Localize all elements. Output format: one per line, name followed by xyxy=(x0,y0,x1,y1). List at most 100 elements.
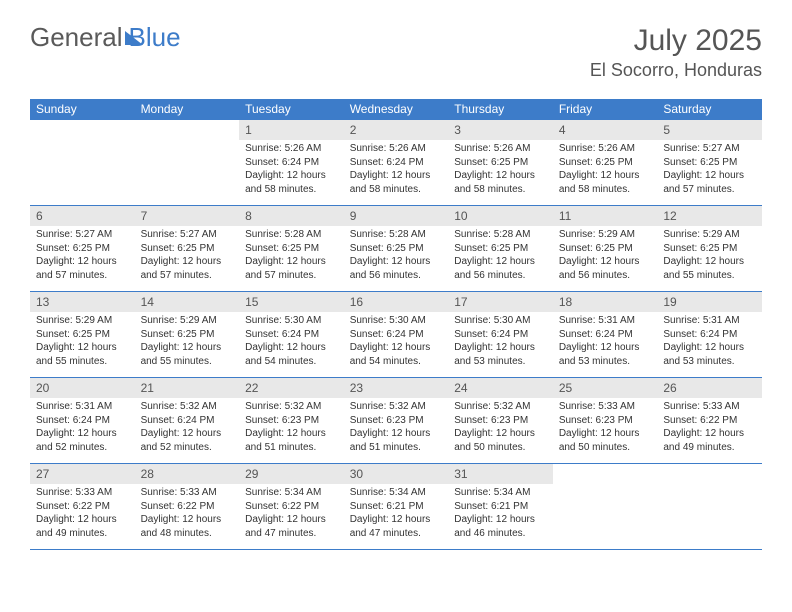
calendar-day-cell: 1Sunrise: 5:26 AMSunset: 6:24 PMDaylight… xyxy=(239,120,344,206)
day-details: Sunrise: 5:29 AMSunset: 6:25 PMDaylight:… xyxy=(553,226,658,286)
day-details: Sunrise: 5:30 AMSunset: 6:24 PMDaylight:… xyxy=(448,312,553,372)
day-number: 23 xyxy=(344,378,449,398)
calendar-day-cell: 16Sunrise: 5:30 AMSunset: 6:24 PMDayligh… xyxy=(344,292,449,378)
day-details: Sunrise: 5:32 AMSunset: 6:23 PMDaylight:… xyxy=(344,398,449,458)
day-number: 3 xyxy=(448,120,553,140)
day-details: Sunrise: 5:28 AMSunset: 6:25 PMDaylight:… xyxy=(448,226,553,286)
day-details: Sunrise: 5:30 AMSunset: 6:24 PMDaylight:… xyxy=(344,312,449,372)
title-block: July 2025 El Socorro, Honduras xyxy=(590,24,762,81)
day-details: Sunrise: 5:34 AMSunset: 6:21 PMDaylight:… xyxy=(344,484,449,544)
calendar-body: .... 1Sunrise: 5:26 AMSunset: 6:24 PMDayl… xyxy=(30,120,762,550)
calendar-day-cell: 11Sunrise: 5:29 AMSunset: 6:25 PMDayligh… xyxy=(553,206,658,292)
calendar-day-cell: 6Sunrise: 5:27 AMSunset: 6:25 PMDaylight… xyxy=(30,206,135,292)
day-details: Sunrise: 5:32 AMSunset: 6:23 PMDaylight:… xyxy=(239,398,344,458)
calendar-week-row: ....1Sunrise: 5:26 AMSunset: 6:24 PMDayl… xyxy=(30,120,762,206)
day-number: 22 xyxy=(239,378,344,398)
logo: General Blue xyxy=(30,24,181,50)
day-details: Sunrise: 5:29 AMSunset: 6:25 PMDaylight:… xyxy=(30,312,135,372)
calendar-day-cell: 25Sunrise: 5:33 AMSunset: 6:23 PMDayligh… xyxy=(553,378,658,464)
calendar-day-cell: 21Sunrise: 5:32 AMSunset: 6:24 PMDayligh… xyxy=(135,378,240,464)
calendar-week-row: 6Sunrise: 5:27 AMSunset: 6:25 PMDaylight… xyxy=(30,206,762,292)
day-number: 17 xyxy=(448,292,553,312)
logo-text-1: General xyxy=(30,24,123,50)
calendar-day-cell: 5Sunrise: 5:27 AMSunset: 6:25 PMDaylight… xyxy=(657,120,762,206)
weekday-header: Thursday xyxy=(448,99,553,120)
calendar-day-cell: 12Sunrise: 5:29 AMSunset: 6:25 PMDayligh… xyxy=(657,206,762,292)
day-number: 30 xyxy=(344,464,449,484)
day-number: 4 xyxy=(553,120,658,140)
day-details: Sunrise: 5:34 AMSunset: 6:22 PMDaylight:… xyxy=(239,484,344,544)
calendar-day-cell: 9Sunrise: 5:28 AMSunset: 6:25 PMDaylight… xyxy=(344,206,449,292)
day-details: Sunrise: 5:26 AMSunset: 6:24 PMDaylight:… xyxy=(344,140,449,200)
calendar-day-cell: 7Sunrise: 5:27 AMSunset: 6:25 PMDaylight… xyxy=(135,206,240,292)
day-details: Sunrise: 5:33 AMSunset: 6:22 PMDaylight:… xyxy=(135,484,240,544)
day-number: 13 xyxy=(30,292,135,312)
day-number: 10 xyxy=(448,206,553,226)
calendar-day-cell: 30Sunrise: 5:34 AMSunset: 6:21 PMDayligh… xyxy=(344,464,449,550)
day-details: Sunrise: 5:28 AMSunset: 6:25 PMDaylight:… xyxy=(344,226,449,286)
day-details: Sunrise: 5:31 AMSunset: 6:24 PMDaylight:… xyxy=(657,312,762,372)
calendar-day-cell: 3Sunrise: 5:26 AMSunset: 6:25 PMDaylight… xyxy=(448,120,553,206)
day-number: 19 xyxy=(657,292,762,312)
day-details: Sunrise: 5:31 AMSunset: 6:24 PMDaylight:… xyxy=(30,398,135,458)
day-number: 31 xyxy=(448,464,553,484)
calendar-day-cell: 31Sunrise: 5:34 AMSunset: 6:21 PMDayligh… xyxy=(448,464,553,550)
day-details: Sunrise: 5:30 AMSunset: 6:24 PMDaylight:… xyxy=(239,312,344,372)
weekday-header: Friday xyxy=(553,99,658,120)
day-number: 12 xyxy=(657,206,762,226)
day-details: Sunrise: 5:32 AMSunset: 6:23 PMDaylight:… xyxy=(448,398,553,458)
calendar-day-cell: 26Sunrise: 5:33 AMSunset: 6:22 PMDayligh… xyxy=(657,378,762,464)
calendar-day-cell: 23Sunrise: 5:32 AMSunset: 6:23 PMDayligh… xyxy=(344,378,449,464)
day-details: Sunrise: 5:26 AMSunset: 6:25 PMDaylight:… xyxy=(448,140,553,200)
day-details: Sunrise: 5:27 AMSunset: 6:25 PMDaylight:… xyxy=(135,226,240,286)
day-number: 24 xyxy=(448,378,553,398)
day-details: Sunrise: 5:27 AMSunset: 6:25 PMDaylight:… xyxy=(30,226,135,286)
calendar-day-cell: 24Sunrise: 5:32 AMSunset: 6:23 PMDayligh… xyxy=(448,378,553,464)
day-number: 26 xyxy=(657,378,762,398)
calendar-day-cell: 28Sunrise: 5:33 AMSunset: 6:22 PMDayligh… xyxy=(135,464,240,550)
calendar-week-row: 13Sunrise: 5:29 AMSunset: 6:25 PMDayligh… xyxy=(30,292,762,378)
calendar-day-cell: 10Sunrise: 5:28 AMSunset: 6:25 PMDayligh… xyxy=(448,206,553,292)
day-number: 7 xyxy=(135,206,240,226)
calendar-day-cell: 17Sunrise: 5:30 AMSunset: 6:24 PMDayligh… xyxy=(448,292,553,378)
calendar-day-cell: 14Sunrise: 5:29 AMSunset: 6:25 PMDayligh… xyxy=(135,292,240,378)
day-number: 11 xyxy=(553,206,658,226)
calendar-day-cell: .. xyxy=(657,464,762,550)
calendar-day-cell: 15Sunrise: 5:30 AMSunset: 6:24 PMDayligh… xyxy=(239,292,344,378)
day-number: 14 xyxy=(135,292,240,312)
calendar-table: SundayMondayTuesdayWednesdayThursdayFrid… xyxy=(30,99,762,550)
day-details: Sunrise: 5:26 AMSunset: 6:25 PMDaylight:… xyxy=(553,140,658,200)
logo-text-2: Blue xyxy=(129,24,181,50)
day-number: 5 xyxy=(657,120,762,140)
day-details: Sunrise: 5:34 AMSunset: 6:21 PMDaylight:… xyxy=(448,484,553,544)
weekday-header: Saturday xyxy=(657,99,762,120)
weekday-header: Sunday xyxy=(30,99,135,120)
day-number: 28 xyxy=(135,464,240,484)
calendar-week-row: 27Sunrise: 5:33 AMSunset: 6:22 PMDayligh… xyxy=(30,464,762,550)
day-details: Sunrise: 5:33 AMSunset: 6:22 PMDaylight:… xyxy=(30,484,135,544)
calendar-day-cell: 19Sunrise: 5:31 AMSunset: 6:24 PMDayligh… xyxy=(657,292,762,378)
day-number: 6 xyxy=(30,206,135,226)
calendar-day-cell: .. xyxy=(30,120,135,206)
day-details: Sunrise: 5:29 AMSunset: 6:25 PMDaylight:… xyxy=(135,312,240,372)
calendar-day-cell: 29Sunrise: 5:34 AMSunset: 6:22 PMDayligh… xyxy=(239,464,344,550)
calendar-day-cell: 13Sunrise: 5:29 AMSunset: 6:25 PMDayligh… xyxy=(30,292,135,378)
day-number: 1 xyxy=(239,120,344,140)
weekday-header: Wednesday xyxy=(344,99,449,120)
day-number: 15 xyxy=(239,292,344,312)
day-details: Sunrise: 5:29 AMSunset: 6:25 PMDaylight:… xyxy=(657,226,762,286)
topbar: General Blue July 2025 El Socorro, Hondu… xyxy=(30,24,762,81)
day-details: Sunrise: 5:33 AMSunset: 6:22 PMDaylight:… xyxy=(657,398,762,458)
day-details: Sunrise: 5:28 AMSunset: 6:25 PMDaylight:… xyxy=(239,226,344,286)
day-details: Sunrise: 5:33 AMSunset: 6:23 PMDaylight:… xyxy=(553,398,658,458)
day-details: Sunrise: 5:26 AMSunset: 6:24 PMDaylight:… xyxy=(239,140,344,200)
calendar-day-cell: 22Sunrise: 5:32 AMSunset: 6:23 PMDayligh… xyxy=(239,378,344,464)
day-number: 18 xyxy=(553,292,658,312)
day-number: 21 xyxy=(135,378,240,398)
calendar-week-row: 20Sunrise: 5:31 AMSunset: 6:24 PMDayligh… xyxy=(30,378,762,464)
calendar-day-cell: 2Sunrise: 5:26 AMSunset: 6:24 PMDaylight… xyxy=(344,120,449,206)
calendar-day-cell: 27Sunrise: 5:33 AMSunset: 6:22 PMDayligh… xyxy=(30,464,135,550)
day-number: 29 xyxy=(239,464,344,484)
day-number: 8 xyxy=(239,206,344,226)
calendar-day-cell: 8Sunrise: 5:28 AMSunset: 6:25 PMDaylight… xyxy=(239,206,344,292)
